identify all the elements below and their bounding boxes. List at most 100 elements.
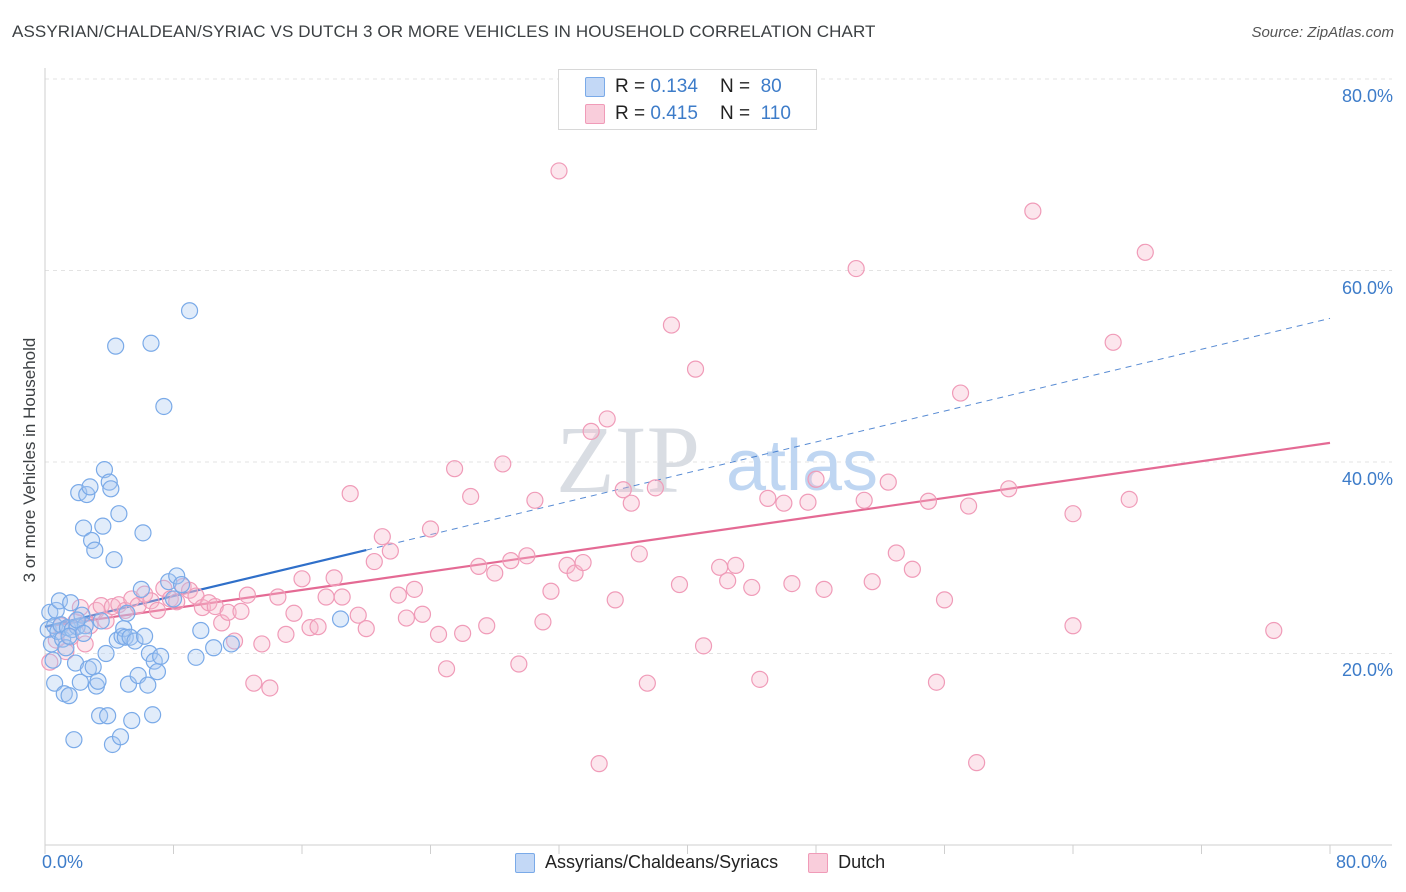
dutch-point (97, 612, 115, 630)
assyrian-point (107, 337, 125, 355)
axes (44, 68, 1392, 854)
dutch-point (582, 422, 600, 440)
legend-n-value: 80 (760, 76, 782, 97)
dutch-point (727, 556, 745, 575)
dutch-point (470, 557, 488, 575)
dutch-point (1136, 243, 1154, 261)
dutch-point (662, 316, 681, 334)
legend-item-assyrian[interactable]: Assyrians/Chaldeans/Syriacs (515, 852, 778, 873)
legend-r-label: R = (615, 76, 646, 97)
assyrian-point (74, 519, 93, 537)
dutch-point (381, 542, 399, 560)
dutch-point (1265, 621, 1283, 640)
legend-swatch-blue (585, 77, 605, 97)
assyrian-point (135, 627, 154, 645)
watermark-atlas: atlas (726, 426, 878, 506)
assyrian-point (142, 334, 160, 352)
dutch-point (135, 585, 154, 603)
assyrian-point (172, 575, 191, 594)
dutch-point (919, 492, 938, 510)
assyrian-point (71, 673, 89, 691)
dutch-point (510, 655, 528, 673)
dutch-point (526, 491, 544, 509)
dutch-point (759, 489, 777, 507)
dutch-point (293, 570, 311, 588)
trend-lines (44, 317, 1331, 628)
dutch-point (373, 528, 391, 546)
dutch-point (751, 670, 769, 688)
assyrian-point (41, 603, 59, 621)
assyrian-point (144, 706, 162, 724)
legend-swatch-blue (515, 852, 535, 873)
assyrian-point (44, 651, 62, 669)
assyrian-point (152, 647, 170, 665)
dutch-point (317, 588, 335, 606)
dutch-point (261, 679, 279, 697)
dutch-point (232, 602, 250, 620)
assyrian-point (331, 610, 350, 628)
assyrian-point (86, 541, 104, 559)
x-tick-label: 0.0% (42, 852, 84, 872)
dutch-point (863, 573, 881, 591)
dutch-point (887, 544, 905, 562)
dutch-point (333, 588, 351, 606)
dutch-point (927, 673, 946, 691)
assyrian-point (119, 675, 138, 693)
y-tick-label: 80.0% (1341, 86, 1393, 106)
dutch-point (855, 491, 873, 509)
dutch-point (1120, 490, 1138, 508)
legend-r-value: 0.415 (650, 103, 698, 124)
legend-n-label: N = (719, 76, 751, 97)
dutch-point (168, 593, 186, 611)
assyrian-point (81, 478, 99, 496)
dutch-point (951, 384, 970, 402)
dutch-point (219, 603, 237, 621)
assyrian-point (192, 621, 210, 640)
legend-item-dutch[interactable]: Dutch (808, 852, 885, 873)
assyrian-point (139, 676, 157, 694)
dutch-point (799, 493, 817, 511)
dutch-point (389, 586, 407, 604)
assyrian-point (100, 473, 118, 491)
dutch-point (815, 580, 833, 598)
assyrian-point (164, 590, 183, 608)
assyrian-point (111, 728, 130, 746)
chart-title: ASSYRIAN/CHALDEAN/SYRIAC VS DUTCH 3 OR M… (12, 22, 876, 41)
dutch-point (847, 259, 865, 278)
dutch-point (1000, 480, 1018, 498)
trend-line-assyrian-extrapolated (366, 317, 1331, 551)
dutch-point (590, 755, 608, 773)
assyrian-point (99, 707, 117, 725)
assyrian-point (65, 731, 83, 749)
assyrian-point (94, 517, 112, 535)
assyrian-point (180, 302, 199, 320)
dutch-point (462, 487, 480, 506)
dutch-point (285, 604, 303, 622)
source-label: Source: ZipAtlas.com (1251, 24, 1394, 41)
dutch-point (269, 588, 287, 606)
dutch-point (103, 597, 122, 616)
assyrian-point (222, 635, 240, 653)
dutch-point (213, 614, 231, 632)
legend-r-value: 0.134 (650, 76, 698, 97)
dutch-point (277, 625, 295, 643)
dutch-point (309, 618, 327, 636)
dutch-point (775, 494, 793, 512)
assyrian-point (62, 594, 80, 612)
dutch-point (542, 582, 560, 600)
assyrian-point (84, 658, 102, 676)
dutch-point (245, 674, 263, 692)
dutch-point (405, 580, 424, 598)
legend-label: Dutch (838, 852, 886, 872)
dutch-point (225, 632, 244, 650)
dutch-point (253, 635, 271, 653)
dutch-point (413, 605, 432, 623)
dutch-point (534, 613, 552, 631)
y-axis-label: 3 or more Vehicles in Household (20, 337, 39, 583)
dutch-point (148, 601, 167, 620)
dutch-point (518, 547, 536, 565)
assyrian-point (205, 639, 223, 657)
dutch-point (397, 609, 416, 627)
y-tick-label: 20.0% (1341, 660, 1393, 680)
